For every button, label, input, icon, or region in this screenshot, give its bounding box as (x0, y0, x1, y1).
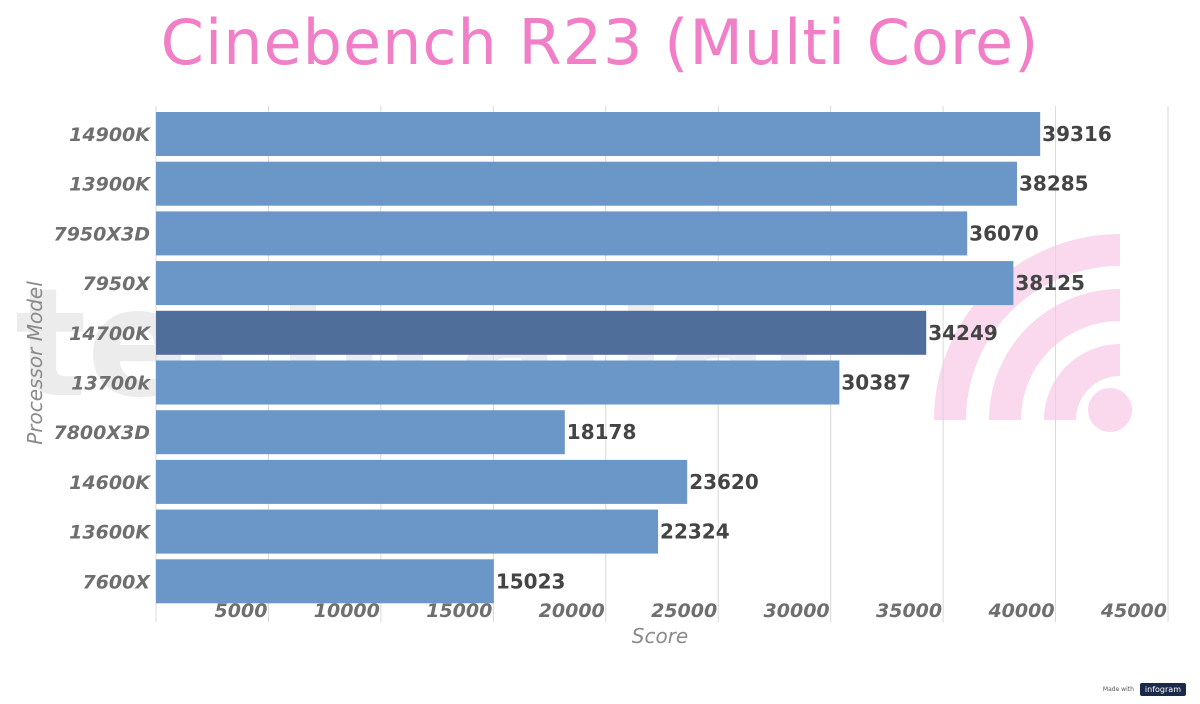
data-label-7600x: 15023 (496, 569, 566, 593)
bar-7600x (156, 559, 494, 604)
y-tick-14900k: 14900K (69, 124, 151, 146)
bar-14600k (156, 459, 688, 504)
infogram-badge[interactable]: Made with infogram (1103, 683, 1186, 696)
y-tick-13600k: 13600K (69, 522, 151, 544)
bar-7950x3d (156, 211, 968, 256)
chart-title: Cinebench R23 (Multi Core) (160, 6, 1040, 79)
made-with-text: Made with (1102, 686, 1134, 693)
bar-7800x3d (156, 410, 565, 455)
y-tick-14600k: 14600K (69, 472, 151, 494)
bar-13700k (156, 360, 840, 405)
bars (156, 112, 1041, 604)
watermark-signal-dot (1088, 388, 1132, 432)
x-tick-5000: 5000 (215, 600, 268, 622)
watermark-signal-arc (989, 289, 1121, 421)
x-axis-label: Score (632, 624, 688, 648)
data-label-13700k: 30387 (841, 371, 911, 395)
x-tick-10000: 10000 (314, 600, 380, 622)
bar-13900k (156, 161, 1017, 206)
data-label-14600k: 23620 (689, 470, 759, 494)
y-tick-7950x3d: 7950X3D (53, 223, 150, 245)
bar-14700k (156, 310, 927, 355)
y-tick-7950x: 7950X (82, 273, 151, 295)
y-tick-14700k: 14700K (69, 323, 151, 345)
bar-13600k (156, 509, 659, 554)
y-axis-ticks: 14900K 13900K 7950X3D 7950X 14700K 13700k 7800… (53, 124, 151, 593)
x-tick-20000: 20000 (539, 600, 605, 622)
x-tick-15000: 15000 (426, 600, 492, 622)
watermark-signal-arc (1044, 344, 1121, 421)
data-label-14700k: 34249 (928, 321, 998, 345)
bar-7950x (156, 261, 1014, 306)
x-tick-30000: 30000 (764, 600, 830, 622)
x-tick-40000: 40000 (987, 600, 1054, 622)
data-label-7950x: 38125 (1015, 271, 1085, 295)
data-label-13600k: 22324 (660, 520, 730, 544)
y-tick-7800x3d: 7800X3D (53, 422, 150, 444)
data-label-7950x3d: 36070 (969, 221, 1039, 245)
x-tick-25000: 25000 (651, 600, 717, 622)
x-axis-ticks: 5000 10000 15000 20000 25000 30000 35000 40000 4… (215, 600, 1167, 622)
y-tick-13900k: 13900K (69, 174, 151, 196)
x-tick-35000: 35000 (876, 600, 942, 622)
data-label-7800x3d: 18178 (567, 420, 637, 444)
data-labels: 39316 38285 36070 38125 34249 30387 18178 23620… (496, 122, 1112, 593)
y-tick-13700k: 13700k (71, 373, 151, 395)
data-label-14900k: 39316 (1042, 122, 1112, 146)
data-label-13900k: 38285 (1019, 172, 1089, 196)
bar-14900k (156, 112, 1041, 156)
infogram-logo: infogram (1139, 683, 1186, 696)
y-axis-label: Processor Model (23, 281, 47, 445)
x-tick-45000: 45000 (1100, 600, 1167, 622)
y-tick-7600x: 7600X (82, 571, 151, 593)
